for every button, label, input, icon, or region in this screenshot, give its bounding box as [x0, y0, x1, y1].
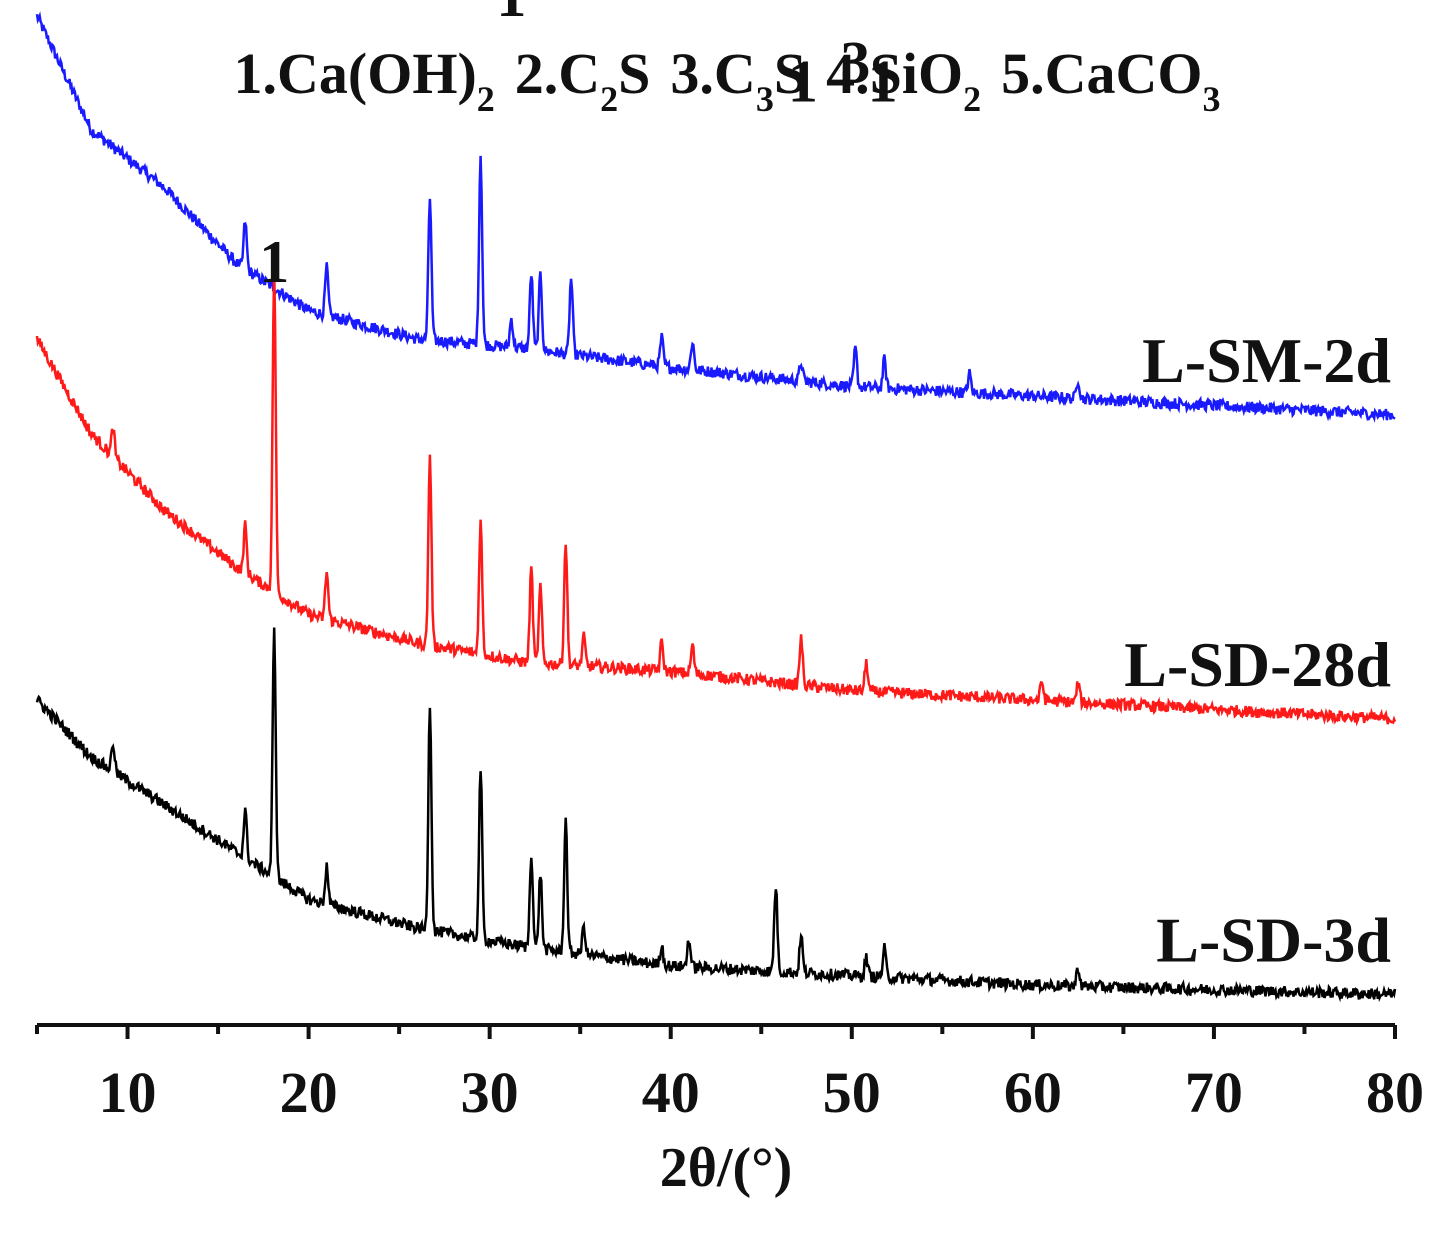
x-tick-label: 80 [1366, 1060, 1424, 1125]
x-tick-label: 10 [99, 1060, 157, 1125]
x-tick-label: 20 [280, 1060, 338, 1125]
series-layer [35, 11, 1397, 1003]
peak-label: 1 [496, 0, 526, 29]
series-label: L-SD-3d [1156, 904, 1391, 975]
phase-legend: 1.Ca(OH)2 2.C2S 3.C3S 4.SiO2 5.CaCO3 [0, 40, 1454, 120]
x-tick-label: 50 [823, 1060, 881, 1125]
x-tick-label: 40 [642, 1060, 700, 1125]
legend-item: 1.Ca(OH)2 [233, 41, 495, 119]
series-label: L-SD-28d [1124, 629, 1391, 700]
peak-label: 1 [259, 229, 289, 295]
series-line [35, 267, 1397, 727]
series-labels: L-SM-2d L-SD-28d L-SD-3d [1124, 325, 1391, 976]
x-tick-label: 30 [461, 1060, 519, 1125]
x-tick-label: 70 [1185, 1060, 1243, 1125]
peak-label: 1 [788, 49, 818, 115]
legend-item: 2.C2S [514, 41, 651, 119]
legend-item: 5.CaCO3 [1001, 41, 1221, 119]
peak-label: 3 [840, 30, 870, 96]
x-axis: 10 20 30 40 50 60 70 80 [35, 1023, 1424, 1125]
x-axis-label: 2θ/(°) [660, 1137, 792, 1199]
series-label: L-SM-2d [1142, 325, 1391, 396]
x-tick-label: 60 [1004, 1060, 1062, 1125]
series-line [35, 11, 1396, 423]
series-line [35, 627, 1397, 1003]
peak-label: 1 [868, 49, 898, 115]
peak-annotations: 1445123321311 [259, 0, 898, 295]
legend-item: 4.SiO2 [826, 41, 982, 119]
legend-item: 3.C3S [670, 41, 807, 119]
